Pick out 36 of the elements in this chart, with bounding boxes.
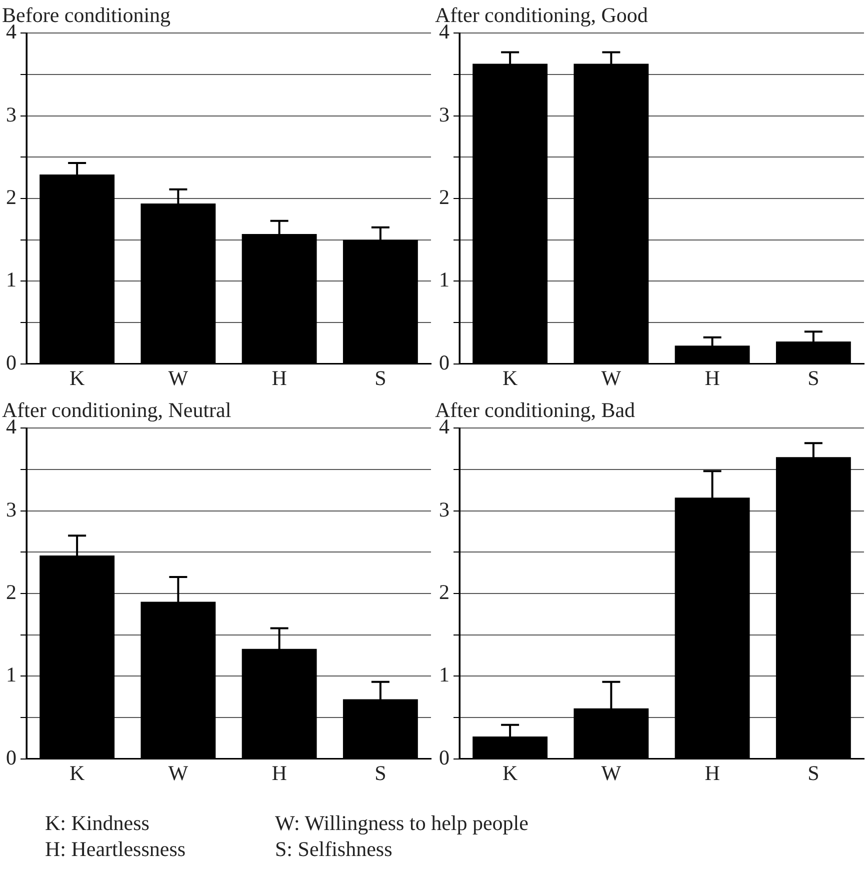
y-tick-label: 3: [439, 497, 450, 522]
x-tick-label: S: [374, 366, 386, 390]
y-tick-label: 1: [6, 662, 16, 687]
x-tick-label: K: [502, 760, 518, 785]
x-tick-label: H: [272, 366, 287, 390]
y-tick-label: 1: [6, 268, 16, 292]
y-tick-label: 0: [439, 350, 450, 374]
x-tick-label: S: [808, 366, 820, 390]
y-tick-label: 0: [6, 745, 16, 770]
x-tick-label: K: [69, 366, 85, 390]
y-tick-label: 3: [439, 102, 450, 126]
text: K: Kindness: [45, 810, 150, 836]
x-tick-label: K: [69, 760, 85, 785]
x-tick-label: S: [374, 760, 386, 785]
text: W: Willingness to help people: [275, 810, 530, 836]
y-tick-label: 1: [439, 662, 450, 687]
x-tick-label: K: [502, 366, 518, 390]
x-tick-label: S: [808, 760, 820, 785]
text: S: Selfishness: [275, 836, 394, 862]
y-tick-label: 2: [439, 580, 450, 604]
y-tick-label: 3: [6, 102, 16, 126]
x-tick-label: W: [168, 366, 188, 390]
y-tick-label: 1: [439, 268, 450, 292]
y-tick-label: 2: [6, 580, 16, 604]
x-tick-label: W: [168, 760, 188, 785]
y-tick-label: 0: [6, 350, 16, 374]
text: H: Heartlessness: [45, 836, 187, 862]
x-tick-label: W: [601, 760, 622, 785]
y-tick-label: 0: [439, 745, 450, 770]
x-tick-label: H: [704, 366, 720, 390]
y-tick-label: 3: [6, 497, 16, 522]
y-tick-label: 2: [6, 185, 16, 210]
x-tick-label: H: [704, 760, 720, 785]
x-tick-label: W: [601, 366, 622, 390]
y-tick-label: 2: [439, 185, 450, 210]
x-tick-label: H: [272, 760, 287, 785]
